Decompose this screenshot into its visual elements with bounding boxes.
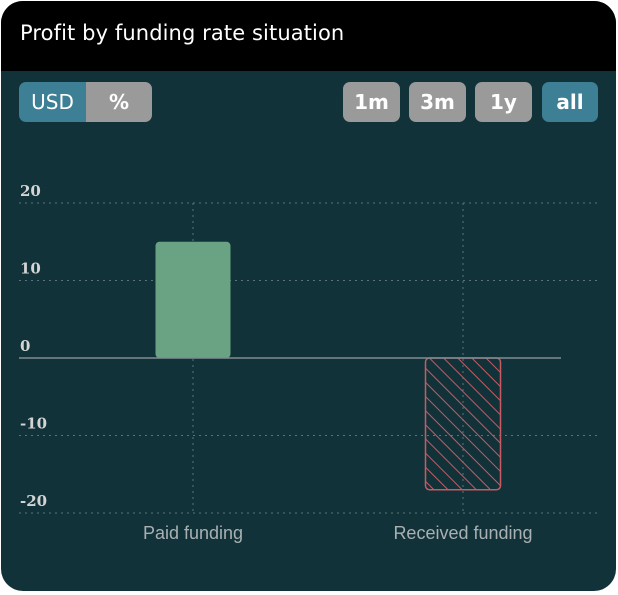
- range-1y-button[interactable]: 1y: [475, 82, 532, 122]
- unit-toggle: USD %: [19, 82, 152, 122]
- card-title: Profit by funding rate situation: [20, 21, 345, 45]
- y-tick-label: 10: [20, 260, 41, 278]
- range-3m-button[interactable]: 3m: [409, 82, 466, 122]
- y-tick-label: -10: [20, 415, 47, 433]
- percent-button[interactable]: %: [86, 82, 152, 122]
- bar-paid-funding: [155, 241, 231, 358]
- bar-received-funding: [424, 357, 502, 491]
- category-label: Paid funding: [143, 523, 243, 543]
- y-tick-label: 0: [20, 337, 30, 355]
- card-header: Profit by funding rate situation: [1, 1, 616, 71]
- range-all-button[interactable]: all: [542, 82, 598, 122]
- range-1m-button[interactable]: 1m: [343, 82, 400, 122]
- y-tick-label: 20: [20, 182, 41, 200]
- category-label: Received funding: [393, 523, 532, 543]
- usd-button[interactable]: USD: [19, 82, 86, 122]
- y-tick-label: -20: [20, 492, 47, 510]
